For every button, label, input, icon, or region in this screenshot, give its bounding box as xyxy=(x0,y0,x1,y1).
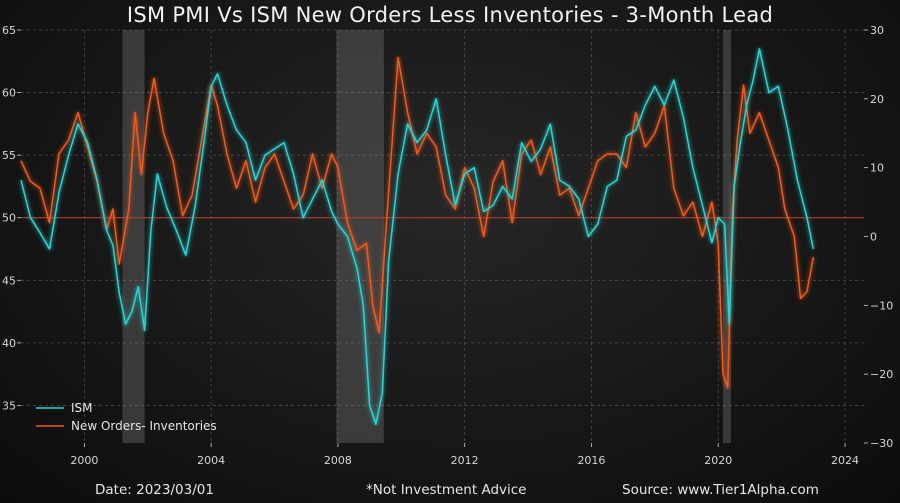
y-right-tick-label: 10 xyxy=(870,162,884,175)
recession-band-0 xyxy=(122,30,145,443)
x-tick-label: 2000 xyxy=(70,454,98,467)
legend-label-ism: ISM xyxy=(71,401,93,415)
y-right-tick-label: 20 xyxy=(870,93,884,106)
footer-source: Source: www.Tier1Alpha.com xyxy=(622,482,819,498)
y-right-tick-label: −10 xyxy=(870,299,893,312)
x-tick-label: 2020 xyxy=(704,454,732,467)
y-left-tick-label: 50 xyxy=(2,212,16,225)
series-line-new-orders-inventories xyxy=(20,56,815,389)
y-right-tick-label: −20 xyxy=(870,368,893,381)
y-left-tick-label: 45 xyxy=(2,274,16,287)
x-tick-label: 2016 xyxy=(577,454,605,467)
y-right-tick-label: 30 xyxy=(870,24,884,37)
y-left-tick-label: 65 xyxy=(2,24,16,37)
y-right-tick-label: −30 xyxy=(870,437,893,450)
y-left-tick-label: 55 xyxy=(2,149,16,162)
legend-label-new-orders-inventories: New Orders- Inventories xyxy=(71,419,217,433)
x-tick-label: 2012 xyxy=(451,454,479,467)
y-left-tick-label: 40 xyxy=(2,337,16,350)
chart-title: ISM PMI Vs ISM New Orders Less Inventori… xyxy=(126,3,774,27)
x-tick-label: 2004 xyxy=(197,454,225,467)
footer-date: Date: 2023/03/01 xyxy=(95,482,214,498)
series-line-ism xyxy=(20,48,815,425)
y-left-tick-label: 60 xyxy=(2,87,16,100)
footer-note: *Not Investment Advice xyxy=(366,482,527,498)
y-right-tick-label: 0 xyxy=(870,231,877,244)
recession-band-2 xyxy=(722,30,731,443)
y-left-tick-label: 35 xyxy=(2,399,16,412)
recession-band-1 xyxy=(336,30,384,443)
x-tick-label: 2024 xyxy=(831,454,859,467)
x-tick-label: 2008 xyxy=(324,454,352,467)
